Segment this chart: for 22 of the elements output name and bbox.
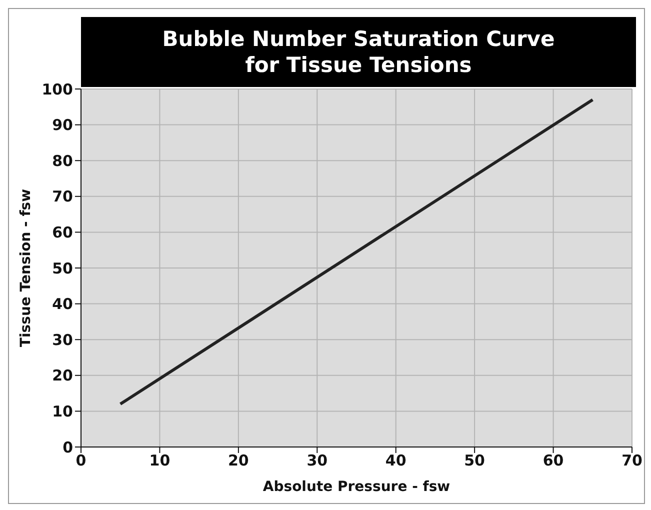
x-tick-label: 40 [385, 452, 406, 470]
chart-title: Bubble Number Saturation Curve for Tissue Tensions [81, 17, 636, 87]
x-tick-label: 20 [228, 452, 249, 470]
y-tick-label: 20 [52, 366, 73, 385]
y-tick-label: 30 [52, 330, 73, 349]
x-tick-label: 70 [622, 452, 642, 470]
x-tick-label: 30 [306, 452, 328, 470]
y-tick-label: 50 [52, 259, 73, 278]
y-tick-label: 70 [52, 188, 73, 206]
x-tick-label: 60 [542, 452, 564, 470]
y-tick-label: 60 [52, 224, 73, 242]
x-tick-label: 0 [76, 452, 86, 470]
x-axis-title: Absolute Pressure - fsw [262, 479, 450, 495]
y-tick-label: 80 [52, 152, 73, 170]
x-tick-label: 50 [464, 452, 486, 470]
y-tick-label: 10 [52, 402, 73, 421]
y-tick-label: 90 [52, 116, 73, 134]
x-tick-label: 10 [149, 452, 170, 470]
y-tick-label: 40 [52, 295, 73, 314]
y-axis-title: Tissue Tension - fsw [18, 188, 34, 348]
y-tick-label: 100 [42, 80, 73, 98]
y-tick-label: 0 [62, 438, 73, 456]
